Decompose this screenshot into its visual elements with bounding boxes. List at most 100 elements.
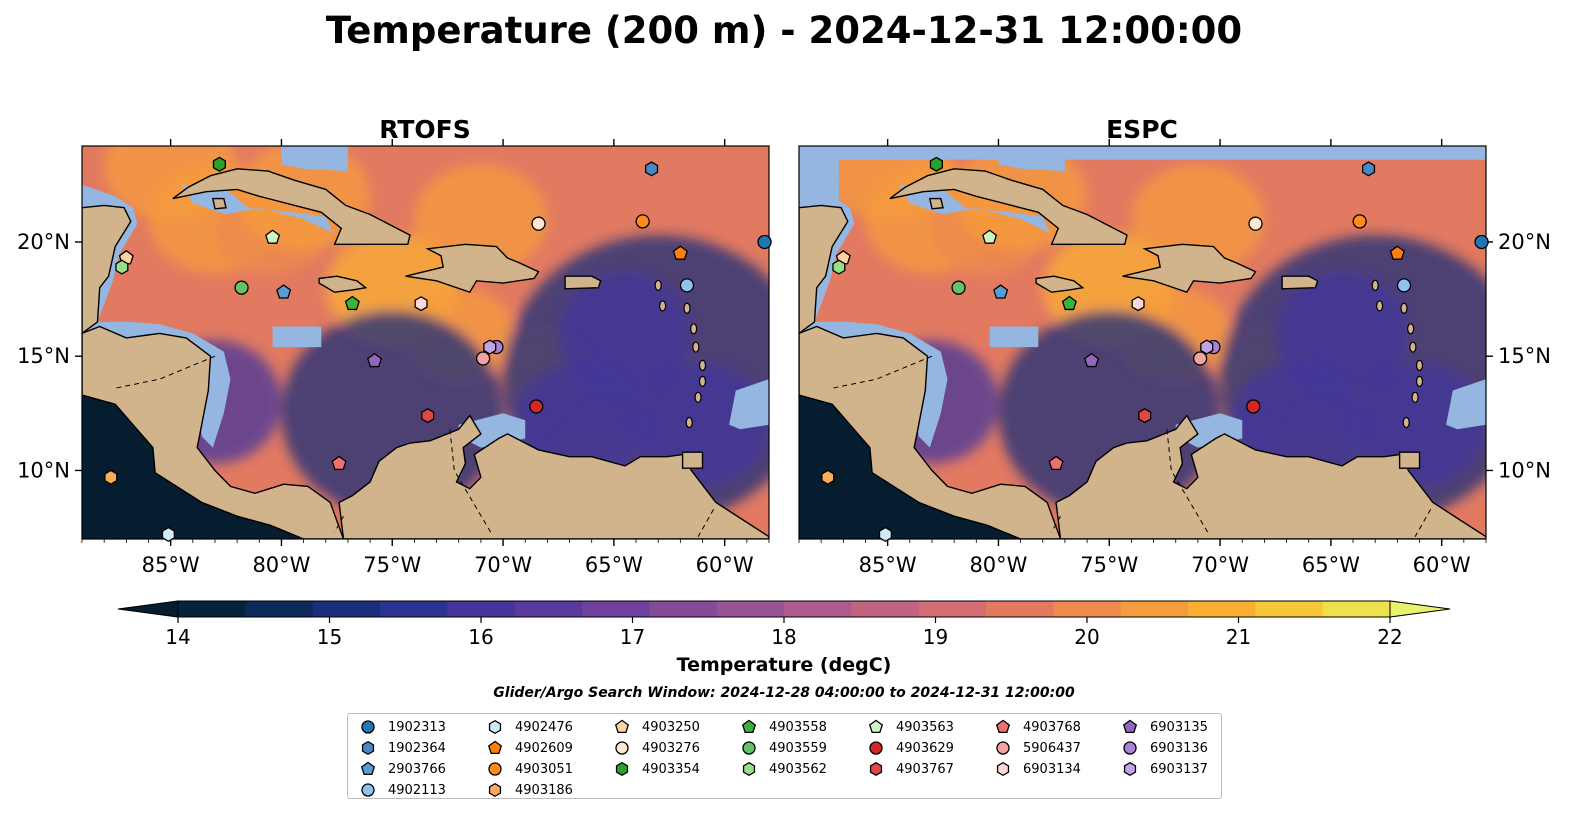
legend-label: 6903135 — [1150, 719, 1208, 735]
legend-marker-4903563 — [868, 719, 884, 733]
x-tick-label-rtofs: 65°W — [585, 553, 643, 577]
colorbar-over-arrow — [1389, 600, 1451, 618]
legend-item: 4903558 — [741, 717, 827, 737]
colorbar-swatch — [447, 601, 516, 617]
marker-4903562-rtofs — [115, 259, 129, 275]
marker-4903354-espc — [929, 156, 943, 172]
legend-label: 4903629 — [896, 740, 954, 756]
legend-item: 4903562 — [741, 759, 827, 779]
y-tick-label-rtofs: 15°N — [17, 344, 70, 368]
legend-item: 6903136 — [1122, 738, 1208, 758]
marker-4902113-rtofs — [679, 278, 695, 293]
legend-marker-icon — [868, 719, 884, 733]
legend-marker-6903136 — [1123, 741, 1137, 755]
legend-label: 4903563 — [896, 719, 954, 735]
marker-4903768-rtofs — [331, 455, 347, 471]
legend-label: 4902476 — [515, 719, 573, 735]
legend-label: 6903134 — [1023, 761, 1081, 777]
legend-marker-icon — [615, 741, 629, 755]
legend-item: 6903135 — [1122, 717, 1208, 737]
marker-5906437-espc — [1192, 351, 1208, 366]
x-tick-label-rtofs: 85°W — [142, 553, 200, 577]
legend-item: 4903767 — [868, 759, 954, 779]
legend-marker-icon — [869, 741, 883, 755]
x-tick-label-rtofs: 75°W — [363, 553, 421, 577]
legend-marker-icon — [1122, 719, 1138, 733]
land-central-america-espc — [799, 325, 1062, 539]
marker-4903629-rtofs — [529, 399, 544, 414]
x-tick-label-rtofs: 60°W — [696, 553, 754, 577]
marker-1902313-espc — [1474, 234, 1489, 250]
legend-marker-icon — [742, 741, 756, 755]
legend-marker-4903186 — [488, 782, 502, 798]
legend-marker-1902313 — [361, 720, 375, 734]
marker-1902364-espc — [1361, 161, 1376, 177]
marker-4903276-rtofs — [531, 216, 546, 231]
land-puerto-rico-espc — [1281, 275, 1319, 290]
legend-marker-icon — [1123, 761, 1137, 777]
legend-marker-icon — [996, 761, 1010, 777]
legend-item: 4903186 — [487, 780, 573, 800]
colorbar-swatch — [986, 601, 1054, 617]
marker-4903354-rtofs — [212, 156, 226, 172]
legend-marker-4903276 — [615, 741, 629, 755]
marker-4903559-espc — [951, 280, 966, 295]
colorbar-swatch — [1188, 601, 1256, 617]
map-panel-espc: ESPC 85°W 80°W 75°W 70°W 65°W 60°W 20°N 15°N 10°… — [798, 115, 1551, 577]
marker-4903767-espc — [1138, 408, 1152, 424]
legend-marker-icon — [488, 762, 502, 776]
legend-item: 4903051 — [487, 759, 573, 779]
x-tick-label-espc: 75°W — [1080, 553, 1138, 577]
map-frame-espc — [798, 145, 1487, 540]
marker-4902609-rtofs — [672, 245, 688, 260]
legend-item: 4902609 — [487, 738, 573, 758]
figure-title: Temperature (200 m) - 2024-12-31 12:00:0… — [326, 9, 1242, 52]
marker-4903276-espc — [1248, 216, 1263, 231]
legend-marker-icon — [615, 761, 629, 777]
temperature-field-rtofs — [82, 146, 769, 539]
marker-4903051-rtofs — [635, 214, 650, 229]
marker-4903563-rtofs — [265, 229, 281, 244]
legend-marker-icon — [361, 783, 375, 797]
colorbar-tick-label: 14 — [165, 625, 190, 649]
legend-marker-icon — [361, 740, 375, 756]
legend-item: 4903354 — [614, 759, 700, 779]
land-trinidad-espc — [1398, 451, 1421, 469]
legend-marker-icon — [742, 761, 756, 777]
colorbar-swatch — [1322, 601, 1391, 617]
legend-item: 1902364 — [360, 738, 446, 758]
y-tick-label-espc: 15°N — [1498, 344, 1551, 368]
legend-label: 4903250 — [642, 719, 700, 735]
colorbar-swatch — [245, 601, 314, 617]
x-tick-label-espc: 70°W — [1191, 553, 1249, 577]
legend-marker-2903766 — [360, 761, 376, 775]
legend-marker-1902364 — [361, 740, 375, 756]
legend-label: 4903559 — [769, 740, 827, 756]
legend-label: 2903766 — [388, 761, 446, 777]
land-cuba-rtofs — [172, 168, 411, 246]
marker-6903134-rtofs — [414, 296, 428, 312]
legend-marker-icon — [488, 719, 502, 735]
legend-label: 5906437 — [1023, 740, 1081, 756]
marker-4903629-espc — [1246, 399, 1261, 414]
land-trinidad-rtofs — [681, 451, 704, 469]
colorbar-tick-label: 20 — [1074, 625, 1099, 649]
platform-legend: 1902313 1902364 2903766 4902113 4902476 49026… — [347, 713, 1222, 799]
legend-marker-5906437 — [996, 741, 1010, 755]
colorbar-swatch — [918, 601, 987, 617]
colorbar-swatch — [1255, 601, 1324, 617]
axes-espc: 85°W 80°W 75°W 70°W 65°W 60°W 20°N 15°N 10°N — [798, 139, 1551, 577]
land-cuba-espc — [889, 168, 1128, 246]
x-tick-label-rtofs: 70°W — [474, 553, 532, 577]
colorbar-swatch — [716, 601, 785, 617]
platform-markers-espc — [821, 156, 1489, 543]
land-jamaica-rtofs — [318, 275, 368, 293]
y-tick-label-rtofs: 20°N — [17, 230, 70, 254]
legend-label: 4903558 — [769, 719, 827, 735]
land-jamaica-espc — [1035, 275, 1085, 293]
legend-label: 4903562 — [769, 761, 827, 777]
legend-marker-icon — [488, 782, 502, 798]
marker-4902476-rtofs — [161, 526, 175, 543]
y-tick-label-espc: 10°N — [1498, 458, 1551, 482]
